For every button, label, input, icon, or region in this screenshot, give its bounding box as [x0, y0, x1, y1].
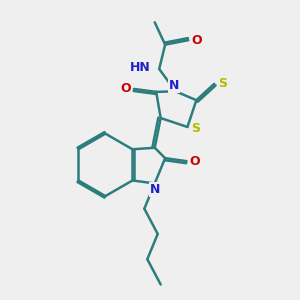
Text: O: O	[191, 34, 202, 47]
Text: N: N	[169, 80, 179, 92]
Text: S: S	[191, 122, 200, 135]
Text: HN: HN	[130, 61, 150, 74]
Text: O: O	[120, 82, 131, 95]
Text: N: N	[149, 183, 160, 196]
Text: S: S	[218, 77, 227, 90]
Text: O: O	[190, 154, 200, 168]
